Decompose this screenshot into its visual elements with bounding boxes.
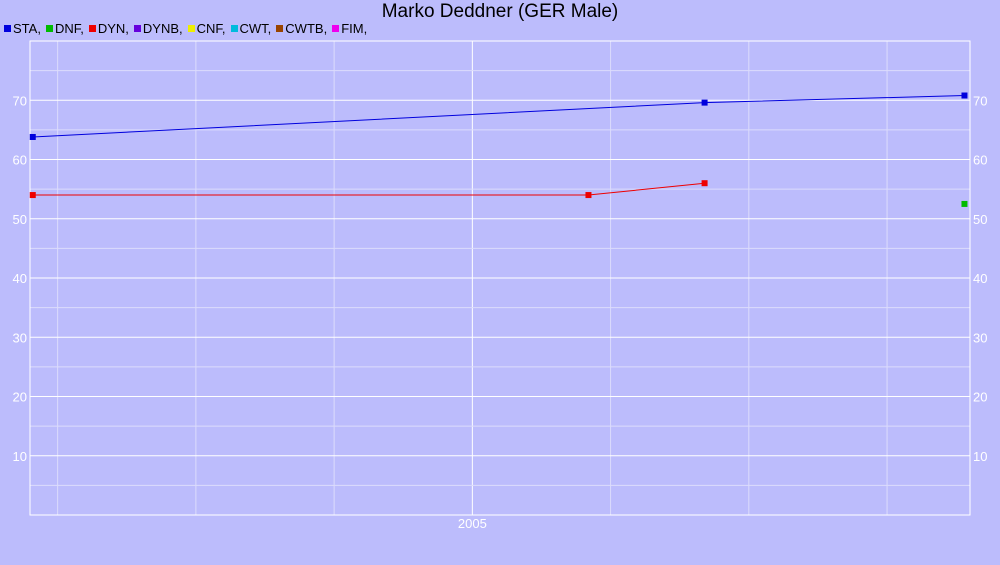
plot-frame: [29, 40, 971, 516]
y-tick-label: 40: [13, 271, 27, 286]
data-point: [961, 200, 968, 207]
y-tick-label: 70: [13, 93, 27, 108]
data-point: [961, 92, 968, 99]
y-tick-label: 20: [13, 390, 27, 405]
x-tick-label: 2005: [458, 516, 487, 531]
legend-swatch: [88, 25, 96, 32]
legend-label: STA,: [13, 21, 41, 36]
y-tick-label-right: 60: [973, 153, 987, 168]
legend-item-2: DYN,: [88, 21, 129, 36]
legend-label: DYNB,: [142, 21, 183, 36]
y-tick-label: 50: [13, 212, 27, 227]
legend-item-1: DNF,: [45, 21, 84, 36]
y-tick-label-right: 20: [973, 390, 987, 405]
data-point: [701, 180, 708, 187]
y-tick-label: 30: [13, 330, 27, 345]
legend-swatch: [133, 25, 141, 32]
legend-label: FIM,: [341, 21, 368, 36]
legend-label: DYN,: [97, 21, 129, 36]
legend-item-7: FIM,: [332, 21, 367, 36]
y-tick-label-right: 30: [973, 330, 987, 345]
legend-label: CNF,: [196, 21, 226, 36]
data-point: [29, 192, 36, 199]
legend-item-5: CWT,: [230, 21, 272, 36]
data-point: [701, 99, 708, 106]
y-tick-label: 60: [13, 153, 27, 168]
legend-swatch: [332, 25, 340, 32]
data-point: [29, 133, 36, 140]
y-tick-label: 10: [13, 449, 27, 464]
chart-title: Marko Deddner (GER Male): [381, 1, 619, 22]
legend-label: CWT,: [239, 21, 272, 36]
y-tick-label-right: 70: [973, 93, 987, 108]
data-point: [585, 192, 592, 199]
legend-label: DNF,: [54, 21, 84, 36]
legend-item-6: CWTB,: [276, 21, 327, 36]
legend-swatch: [276, 25, 284, 32]
legend-swatch: [4, 25, 11, 32]
legend-item-0: STA,: [4, 21, 41, 36]
series-line: [32, 95, 965, 138]
legend-swatch: [230, 25, 238, 32]
y-tick-label-right: 10: [973, 449, 987, 464]
legend-item-4: CNF,: [187, 21, 226, 36]
y-tick-label-right: 50: [973, 212, 987, 227]
legend: STA, DNF, DYN, DYNB, CNF, CWT, CWTB, FIM,: [4, 21, 372, 36]
legend-swatch: [187, 25, 195, 32]
y-tick-label-right: 40: [973, 271, 987, 286]
legend-item-3: DYNB,: [133, 21, 183, 36]
legend-swatch: [45, 25, 53, 32]
legend-label: CWTB,: [285, 21, 328, 36]
